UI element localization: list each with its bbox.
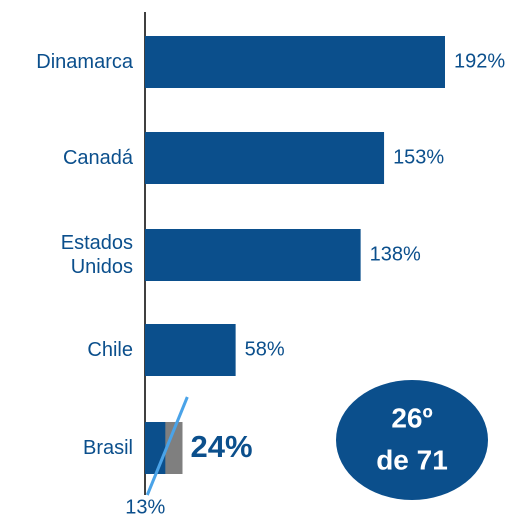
bar [145,422,166,474]
badge-text: 26º [391,402,432,433]
value-label: 58% [245,338,285,360]
rank-badge [336,380,488,500]
bar [145,132,385,184]
bar [145,229,361,281]
category-label: Canadá [62,147,133,169]
value-label: 192% [454,50,505,72]
category-label: Dinamarca [36,51,133,73]
highlight-label: 24% [191,429,253,464]
value-label: 138% [370,243,421,265]
value-label: 153% [393,146,444,168]
bar [145,36,445,88]
category-label: Estados Unidos [60,232,133,278]
badge-text: de 71 [376,444,448,475]
value-label: 13% [125,496,165,517]
category-label: Chile [87,339,133,361]
marker-line [145,396,189,496]
category-label: Brasil [82,437,133,459]
bar [145,324,236,376]
